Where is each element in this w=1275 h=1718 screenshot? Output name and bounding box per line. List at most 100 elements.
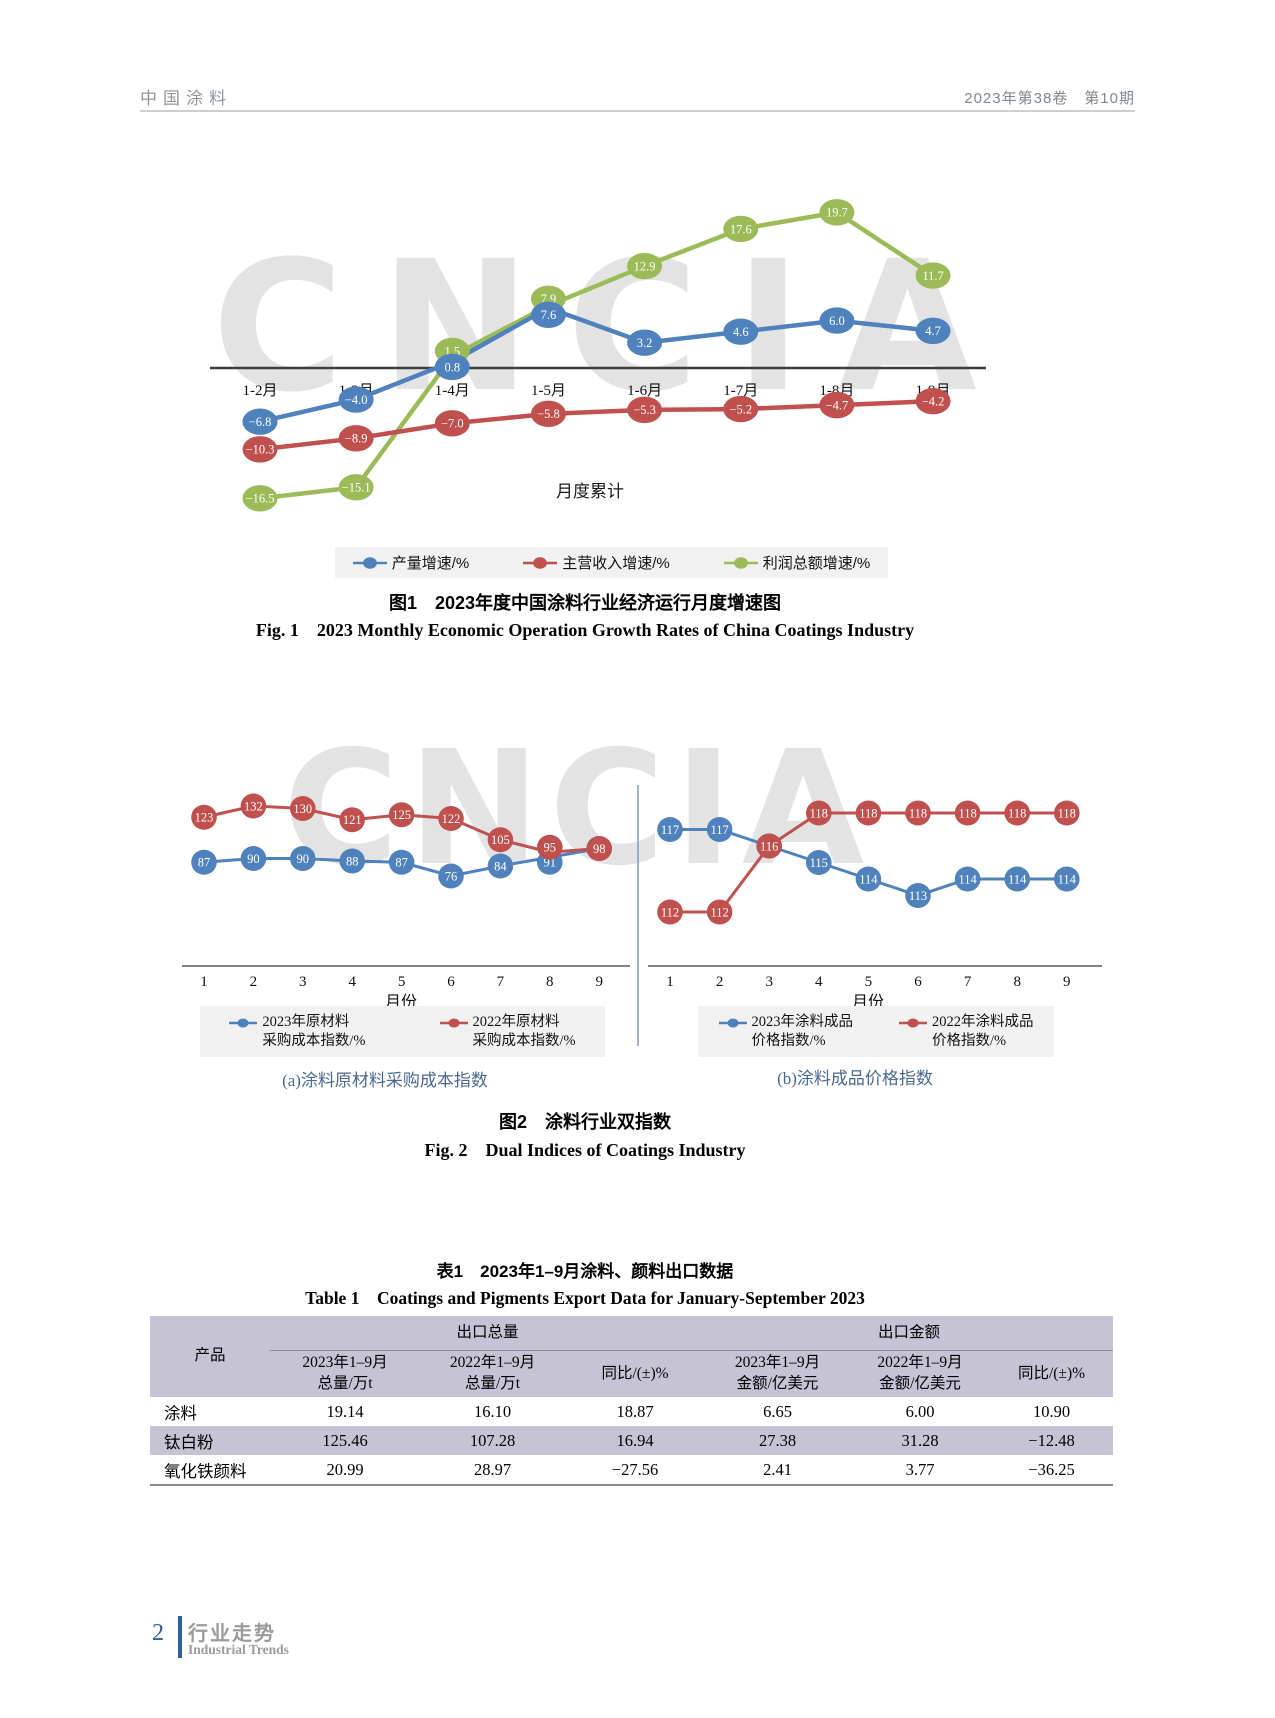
fig2b-subcaption: (b)涂料成品价格指数: [777, 1069, 933, 1088]
value-cell: 107.28: [469, 1430, 516, 1450]
fig1-legend: 产量增速/% 主营收入增速/% 利润总额增速/%: [335, 547, 888, 578]
fig2a-x-tick-label: 5: [398, 974, 406, 990]
fig2b-data-label: 114: [1058, 872, 1077, 886]
legend-label: 产量增速/%: [391, 555, 470, 572]
table-row: 氧化铁颜料 20.99 28.97 −27.56 2.41 3.77 −36.25: [150, 1455, 1113, 1485]
fig1-data-point: [819, 307, 855, 334]
figure2-caption-en: Fig. 2 Dual Indices of Coatings Industry: [424, 1140, 746, 1160]
fig2a-x-tick-label: 3: [299, 974, 307, 990]
fig2a-data-point: [438, 863, 464, 889]
fig1-data-label: 0.8: [444, 360, 460, 374]
fig2a-data-point: [240, 793, 267, 819]
legend-marker-icon: [439, 1018, 468, 1028]
fig2b-x-tick-label: 3: [765, 974, 773, 990]
value-cell: 20.99: [326, 1459, 364, 1479]
legend-label: 主营收入增速/%: [562, 555, 670, 572]
fig2a-data-point: [487, 853, 514, 879]
fig2a-x-tick-label: 9: [595, 974, 603, 990]
fig2b-data-point: [954, 866, 981, 892]
fig2a-data-label: 87: [198, 856, 211, 870]
journal-title: 中国涂料: [140, 89, 232, 108]
fig1-data-label: 4.6: [733, 325, 749, 339]
fig1-series-line: [259, 210, 935, 501]
fig2b-data-point: [756, 833, 782, 859]
fig2b-data-label: 118: [909, 806, 927, 820]
fig2a-data-point: [240, 846, 267, 871]
legend-label: 2023年涂料成品 价格指数/%: [751, 1014, 854, 1050]
page-number: 2: [152, 1620, 164, 1646]
fig1-data-label: −16.5: [246, 492, 275, 506]
fig1-data-label: −4.0: [345, 393, 368, 407]
value-cell: −12.48: [1028, 1430, 1075, 1450]
legend-item: 2022年原材料 采购成本指数/%: [439, 1013, 576, 1051]
fig2a-data-label: 84: [494, 859, 507, 873]
sub-col-header: 2023年1–9月 总量/万t: [270, 1350, 420, 1397]
fig1-data-point: [627, 396, 663, 424]
fig1-data-label: −4.2: [922, 395, 945, 409]
fig2b-x-tick-label: 1: [666, 974, 674, 990]
fig2a-data-point: [339, 848, 366, 874]
product-cell: 涂料: [164, 1403, 197, 1423]
section-title-zh: 行业走势: [188, 1623, 276, 1645]
fig1-data-point: [723, 395, 759, 423]
fig1-data-label: 3.2: [637, 336, 653, 350]
fig2a-data-point: [537, 834, 563, 860]
fig1-data-point: [338, 386, 374, 413]
fig1-data-label: −5.2: [729, 402, 752, 416]
fig2a-data-point: [339, 807, 366, 833]
legend-marker-icon: [718, 1018, 747, 1028]
fig1-x-tick-label: 1-5月: [531, 383, 566, 399]
fig1-data-point: [242, 436, 278, 463]
value-cell: 27.38: [758, 1430, 797, 1450]
legend-item: 主营收入增速/%: [523, 552, 670, 573]
fig2a-data-point: [586, 836, 612, 861]
fig1-data-point: [530, 301, 566, 328]
fig2a-data-label: 105: [491, 833, 510, 847]
fig2b-data-label: 118: [1058, 806, 1076, 820]
fig1-data-label: 17.6: [730, 222, 752, 236]
fig2b-data-point: [905, 883, 931, 908]
group-header-export-value: 出口金额: [705, 1316, 1113, 1351]
fig2b-data-point: [855, 866, 882, 892]
sub-col-header: 同比/(±)%: [565, 1350, 705, 1397]
fig2b-legend: 2023年涂料成品 价格指数/% 2022年涂料成品 价格指数/%: [698, 1006, 1054, 1057]
fig2b-data-label: 118: [810, 806, 828, 820]
fig2a-data-label: 90: [297, 852, 310, 866]
fig2b-x-tick-label: 8: [1013, 974, 1021, 990]
fig1-data-point: [915, 387, 951, 415]
fig2b-x-tick-label: 2: [716, 974, 724, 990]
fig1-data-label: 6.0: [829, 314, 845, 328]
legend-marker-icon: [352, 556, 387, 569]
product-cell: 钛白粉: [164, 1432, 214, 1452]
fig2b-data-point: [706, 817, 733, 842]
fig2b-data-point: [706, 899, 733, 925]
fig1-data-label: 7.6: [541, 308, 557, 322]
sub-col-header: 2022年1–9月 总量/万t: [420, 1350, 565, 1397]
fig1-data-label: 11.7: [922, 269, 943, 283]
fig2a-x-tick-label: 1: [200, 974, 208, 990]
value-cell: 6.00: [905, 1401, 935, 1421]
fig1-data-label: −6.8: [249, 415, 272, 429]
fig1-annotation: 月度累计: [556, 482, 624, 501]
group-header-export-volume: 出口总量: [270, 1316, 705, 1351]
legend-item: 产量增速/%: [352, 552, 470, 573]
fig2a-x-tick-label: 2: [250, 974, 258, 990]
legend-marker-icon: [229, 1018, 258, 1028]
fig1-x-tick-label: 1-7月: [723, 383, 758, 399]
fig2b-data-point: [657, 899, 683, 925]
fig2a-data-label: 132: [244, 799, 263, 813]
fig2a-data-label: 123: [195, 811, 214, 825]
fig2a-data-point: [487, 827, 514, 853]
fig2a-x-tick-label: 4: [348, 974, 356, 990]
section-title-en: Industrial Trends: [188, 1642, 289, 1657]
fig1-x-tick-label: 1-6月: [627, 383, 662, 399]
fig2a-data-label: 130: [293, 802, 312, 816]
figure2-caption-zh: 图2 涂料行业双指数: [498, 1112, 671, 1132]
fig1-data-point: [242, 485, 278, 512]
fig1-x-tick-label: 1-2月: [243, 383, 278, 399]
fig1-data-label: 12.9: [634, 259, 656, 273]
legend-marker-icon: [523, 556, 558, 569]
legend-label: 2023年原材料 采购成本指数/%: [262, 1014, 366, 1050]
